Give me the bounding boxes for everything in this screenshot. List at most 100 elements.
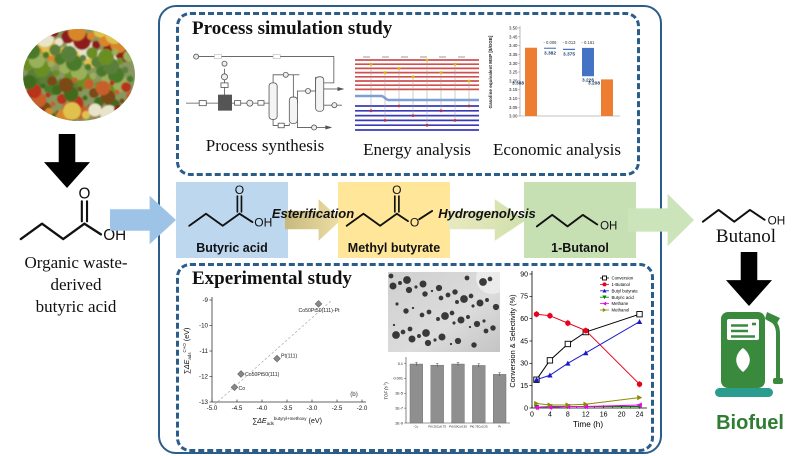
- svg-text:-5.0: -5.0: [207, 405, 218, 412]
- butyric-acid-structure: O OH: [19, 186, 126, 244]
- hydroxyl-label: OH: [600, 220, 617, 232]
- svg-text:-10: -10: [199, 323, 209, 330]
- butanol-box: OH 1-Butanol: [524, 182, 636, 258]
- methyl-butyrate-label: Methyl butyrate: [347, 241, 441, 255]
- svg-text:Pt0.75Co0.25: Pt0.75Co0.25: [470, 424, 488, 428]
- butanol-caption: Butanol: [715, 226, 777, 247]
- heat-exchanger-network-diagram: [355, 56, 479, 131]
- svg-text:Butyric acid: Butyric acid: [612, 295, 635, 300]
- svg-text:3.40: 3.40: [509, 43, 518, 48]
- 1-butanol-label: 1-Butanol: [551, 241, 609, 255]
- svg-text:Pt0.25Co0.75: Pt0.25Co0.75: [428, 424, 446, 428]
- hydroxyl-label: OH: [254, 216, 272, 230]
- svg-text:Pt(111): Pt(111): [281, 354, 298, 360]
- svg-text:3.226: 3.226: [582, 78, 594, 84]
- svg-text:Pt0.50Co0.50: Pt0.50Co0.50: [449, 424, 467, 428]
- oxygen-atom-label: O: [392, 184, 401, 197]
- down-arrow-icon: [44, 134, 90, 188]
- svg-text:Butyl butyrate: Butyl butyrate: [612, 288, 639, 293]
- esterification-label: Esterification: [271, 206, 355, 221]
- svg-text:3.35: 3.35: [509, 52, 518, 57]
- svg-text:-2.0: -2.0: [357, 405, 368, 412]
- svg-text:90: 90: [520, 271, 528, 278]
- butyric-acid-box: O OH Butyric acid: [176, 182, 288, 258]
- butyric-acid-structure-small: O OH: [188, 184, 272, 230]
- svg-text:0: 0: [524, 405, 528, 412]
- svg-text:3.20: 3.20: [509, 78, 518, 83]
- svg-text:3.05: 3.05: [509, 105, 518, 110]
- svg-text:0.001: 0.001: [393, 377, 403, 381]
- oxygen-atom-label: O: [235, 184, 244, 197]
- svg-text:-12: -12: [199, 374, 209, 381]
- svg-text:∑ΔEadsbutyryl+methoxy (eV): ∑ΔEadsbutyryl+methoxy (eV): [252, 416, 322, 426]
- hydroxyl-label: OH: [768, 215, 786, 228]
- svg-text:16: 16: [600, 412, 608, 419]
- svg-text:0.1: 0.1: [398, 362, 403, 366]
- methyl-butyrate-box: O O Methyl butyrate: [338, 182, 450, 258]
- svg-text:3.15: 3.15: [509, 87, 518, 92]
- economic-analysis-caption: Economic analysis: [493, 140, 621, 159]
- svg-text:1E-5: 1E-5: [395, 392, 403, 396]
- svg-text:Conversion: Conversion: [612, 276, 634, 281]
- svg-text:3.25: 3.25: [509, 70, 518, 75]
- svg-text:3.208: 3.208: [588, 80, 600, 86]
- svg-text:∑ΔEadsC+O (eV): ∑ΔEadsC+O (eV): [182, 328, 192, 375]
- svg-text:-3.0: -3.0: [307, 405, 318, 412]
- svg-text:3.375: 3.375: [563, 52, 575, 58]
- svg-text:3.50: 3.50: [509, 26, 518, 31]
- caption-line: Organic waste-: [24, 253, 128, 272]
- svg-text:- 0.006: - 0.006: [543, 40, 557, 45]
- svg-text:-13: -13: [199, 399, 209, 406]
- svg-text:-4.5: -4.5: [232, 405, 243, 412]
- experimental-study-panel: [176, 263, 654, 452]
- svg-text:TOF (s-1): TOF (s-1): [383, 382, 389, 400]
- svg-text:Methane: Methane: [612, 301, 629, 306]
- ester-oxygen-label: O: [410, 215, 419, 229]
- svg-text:45: 45: [520, 338, 528, 345]
- svg-text:4: 4: [548, 412, 552, 419]
- methyl-butyrate-structure: O O: [345, 184, 434, 229]
- process-synthesis-caption: Process synthesis: [205, 136, 325, 155]
- svg-text:12: 12: [582, 412, 590, 419]
- organic-waste-caption: Organic waste- derived butyric acid: [0, 252, 152, 318]
- svg-text:24: 24: [636, 412, 644, 419]
- svg-text:20: 20: [618, 412, 626, 419]
- svg-text:-2.5: -2.5: [332, 405, 343, 412]
- svg-text:-4.0: -4.0: [257, 405, 268, 412]
- svg-text:15: 15: [520, 383, 528, 390]
- energy-analysis-caption: Energy analysis: [363, 140, 471, 159]
- process-simulation-panel: [176, 12, 640, 176]
- tem-microscopy-image: [388, 272, 500, 352]
- svg-text:(b): (b): [350, 391, 358, 398]
- svg-text:3.00: 3.00: [509, 114, 518, 119]
- svg-text:Co: Co: [239, 386, 246, 392]
- svg-text:Co: Co: [415, 424, 419, 428]
- svg-text:3.382: 3.382: [544, 50, 556, 56]
- leaf-icon: [736, 348, 750, 372]
- tof-bar-chart: 0.1 0.001 1E-5 1E-7 1E-9 Co Pt0.25Co0.75 Pt0.50…: [383, 357, 510, 428]
- svg-text:Conversion & Selectivity (%): Conversion & Selectivity (%): [508, 294, 517, 387]
- svg-text:Co50Pt50(111): Co50Pt50(111): [245, 372, 280, 378]
- svg-text:- 0.161: - 0.161: [581, 40, 595, 45]
- food-waste-image: [23, 29, 135, 121]
- svg-text:30: 30: [520, 361, 528, 368]
- svg-text:1E-7: 1E-7: [395, 407, 403, 411]
- svg-text:-11: -11: [200, 348, 209, 355]
- svg-text:0: 0: [530, 412, 534, 419]
- svg-text:Co50Pt50(111)-Pt: Co50Pt50(111)-Pt: [299, 308, 341, 314]
- svg-text:Gasoline equivalent MSP [$/GGE: Gasoline equivalent MSP [$/GGE]: [488, 35, 493, 108]
- dft-scatter-chart: -9 -10 -11 -12 -13-5.0 -4.5 -4.0 -3.5 -3.0 -2.5 -2…: [182, 297, 368, 426]
- caption-line: derived: [50, 275, 102, 295]
- svg-text:75: 75: [520, 294, 528, 301]
- svg-text:-3.5: -3.5: [282, 405, 293, 412]
- oxygen-atom-label: O: [78, 186, 90, 202]
- svg-text:3.45: 3.45: [509, 34, 518, 39]
- svg-text:- 0.013: - 0.013: [562, 40, 576, 45]
- svg-text:Methanol: Methanol: [612, 308, 630, 313]
- experimental-study-title: Experimental study: [192, 268, 352, 289]
- conversion-selectivity-chart: 0 15 30 45 60 75 90 0 4 8 12 16 20 24 Time (h) Conversi…: [508, 271, 647, 429]
- process-flowsheet-diagram: [186, 53, 345, 131]
- svg-text:60: 60: [520, 316, 528, 323]
- hydrogenolysis-label: Hydrogenolysis: [438, 206, 536, 221]
- svg-text:3.10: 3.10: [509, 96, 518, 101]
